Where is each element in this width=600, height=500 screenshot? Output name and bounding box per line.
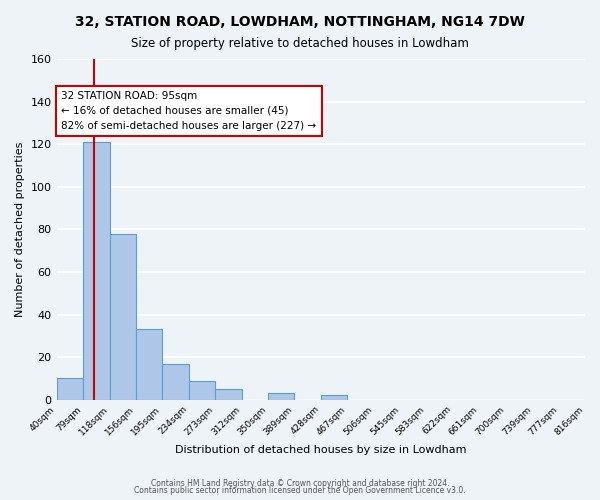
Bar <box>268 394 294 400</box>
Bar <box>162 364 188 400</box>
X-axis label: Distribution of detached houses by size in Lowdham: Distribution of detached houses by size … <box>175 445 467 455</box>
Bar <box>136 330 162 400</box>
Bar <box>110 234 136 400</box>
Text: 32, STATION ROAD, LOWDHAM, NOTTINGHAM, NG14 7DW: 32, STATION ROAD, LOWDHAM, NOTTINGHAM, N… <box>75 15 525 29</box>
Text: 32 STATION ROAD: 95sqm
← 16% of detached houses are smaller (45)
82% of semi-det: 32 STATION ROAD: 95sqm ← 16% of detached… <box>61 91 316 130</box>
Text: Contains public sector information licensed under the Open Government Licence v3: Contains public sector information licen… <box>134 486 466 495</box>
Bar <box>188 380 215 400</box>
Text: Size of property relative to detached houses in Lowdham: Size of property relative to detached ho… <box>131 38 469 51</box>
Bar <box>83 142 110 400</box>
Bar <box>321 396 347 400</box>
Text: Contains HM Land Registry data © Crown copyright and database right 2024.: Contains HM Land Registry data © Crown c… <box>151 478 449 488</box>
Bar <box>56 378 83 400</box>
Bar <box>215 389 242 400</box>
Y-axis label: Number of detached properties: Number of detached properties <box>15 142 25 317</box>
